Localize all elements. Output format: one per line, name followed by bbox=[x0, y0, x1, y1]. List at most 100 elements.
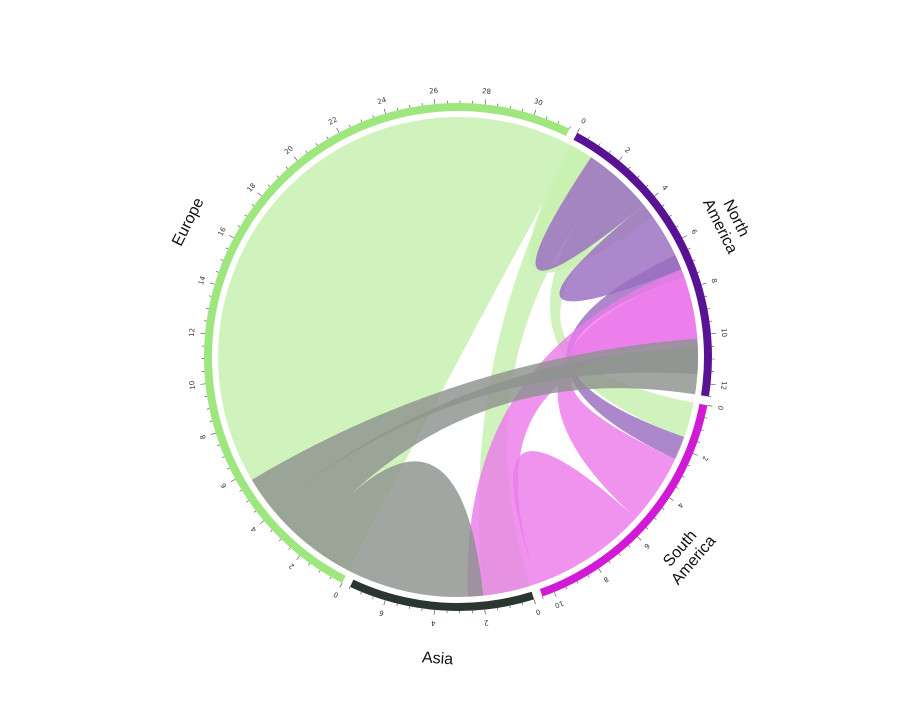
axis-ticks-layer: 0246810120246810024602468101214161820222… bbox=[188, 87, 729, 627]
tick-label-south-america: 8 bbox=[602, 575, 610, 584]
tick-mark-south-america bbox=[654, 517, 657, 520]
tick-mark-europe bbox=[569, 126, 571, 129]
tick-mark-europe bbox=[305, 150, 308, 153]
tick-label-europe: 18 bbox=[246, 182, 258, 194]
ribbon-south-america-to-south-america bbox=[513, 451, 636, 584]
tick-mark-asia bbox=[521, 602, 523, 606]
tick-mark-europe bbox=[257, 192, 262, 197]
tick-label-europe: 22 bbox=[327, 115, 339, 126]
tick-mark-south-america bbox=[692, 453, 698, 456]
tick-mark-europe bbox=[557, 121, 560, 124]
tick-mark-south-america bbox=[608, 561, 611, 564]
tick-mark-south-america bbox=[565, 586, 568, 590]
tick-label-europe: 16 bbox=[217, 225, 229, 237]
tick-mark-north-america bbox=[608, 150, 611, 154]
tick-mark-north-america bbox=[669, 214, 672, 217]
tick-mark-north-america bbox=[692, 259, 696, 262]
tick-mark-europe bbox=[396, 107, 398, 111]
ribbon-north-america-to-south-america bbox=[566, 255, 685, 460]
tick-mark-asia bbox=[372, 596, 374, 599]
tick-label-europe: 26 bbox=[429, 87, 439, 96]
tick-mark-europe bbox=[348, 124, 351, 128]
tick-label-north-america: 8 bbox=[709, 278, 718, 285]
tick-mark-europe bbox=[360, 119, 363, 123]
tick-mark-europe bbox=[253, 510, 257, 513]
tick-mark-north-america bbox=[654, 192, 659, 197]
tick-label-europe: 30 bbox=[533, 97, 544, 107]
tick-mark-south-america bbox=[576, 581, 579, 584]
tick-mark-europe bbox=[267, 184, 271, 187]
sector-tracks-layer bbox=[203, 102, 712, 612]
tick-mark-asia bbox=[396, 603, 398, 607]
tick-mark-europe bbox=[229, 235, 234, 239]
tick-mark-europe bbox=[285, 166, 288, 169]
tick-mark-south-america bbox=[645, 527, 649, 530]
tick-mark-north-america bbox=[637, 175, 640, 178]
ribbon-europe-to-north-america bbox=[529, 145, 654, 273]
tick-mark-europe bbox=[545, 116, 548, 119]
tick-label-north-america: 0 bbox=[579, 117, 587, 126]
tick-mark-europe bbox=[244, 214, 247, 217]
tick-mark-south-america bbox=[687, 464, 691, 467]
tick-mark-north-america bbox=[662, 204, 665, 207]
tick-mark-europe bbox=[534, 109, 537, 115]
tick-mark-europe bbox=[209, 282, 215, 285]
tick-mark-europe bbox=[276, 175, 279, 178]
tick-label-europe: 14 bbox=[197, 275, 207, 286]
tick-mark-south-america bbox=[697, 441, 700, 443]
sector-label-north-america: NorthAmerica bbox=[699, 188, 757, 256]
sector-label-south-america: SouthAmerica bbox=[655, 521, 720, 588]
tick-label-asia: 6 bbox=[378, 608, 385, 617]
tick-mark-asia bbox=[484, 609, 486, 615]
tick-mark-europe bbox=[217, 444, 220, 447]
tick-mark-north-america bbox=[587, 136, 590, 140]
tick-mark-europe bbox=[521, 108, 524, 112]
tick-mark-south-america bbox=[637, 536, 642, 541]
tick-mark-south-america bbox=[701, 429, 704, 431]
tick-mark-south-america bbox=[675, 486, 679, 489]
tick-mark-north-america bbox=[682, 235, 687, 239]
ribbon-asia-to-asia bbox=[305, 461, 484, 598]
tick-mark-north-america bbox=[628, 166, 631, 170]
tick-label-north-america: 6 bbox=[689, 228, 698, 236]
tick-mark-north-america bbox=[676, 225, 679, 228]
tick-mark-europe bbox=[329, 576, 332, 580]
tick-mark-europe bbox=[225, 247, 229, 250]
tick-mark-europe bbox=[251, 204, 255, 207]
ribbon-north-america-to-north-america bbox=[535, 157, 644, 271]
tick-label-europe: 24 bbox=[376, 96, 387, 106]
tick-mark-north-america bbox=[710, 383, 716, 385]
tick-mark-europe bbox=[237, 225, 241, 228]
tick-label-south-america: 6 bbox=[642, 541, 651, 550]
sector-track-asia bbox=[350, 579, 535, 612]
tick-mark-asia bbox=[348, 586, 351, 590]
tick-mark-north-america bbox=[687, 247, 691, 250]
tick-label-asia: 2 bbox=[484, 618, 489, 626]
tick-label-europe: 4 bbox=[249, 524, 258, 533]
tick-mark-south-america bbox=[669, 497, 674, 501]
tick-mark-europe bbox=[326, 136, 329, 139]
tick-mark-europe bbox=[372, 114, 374, 118]
tick-mark-south-america bbox=[661, 507, 665, 510]
tick-mark-europe bbox=[210, 432, 216, 435]
tick-mark-europe bbox=[239, 489, 242, 492]
tick-label-asia: 0 bbox=[535, 607, 542, 616]
tick-mark-south-america bbox=[587, 575, 590, 578]
tick-mark-north-america bbox=[646, 184, 649, 187]
tick-mark-europe bbox=[221, 456, 225, 458]
sector-label-asia: Asia bbox=[421, 649, 453, 668]
ribbon-asia-to-europe bbox=[251, 338, 699, 509]
tick-mark-europe bbox=[509, 105, 511, 109]
tick-mark-europe bbox=[206, 408, 210, 410]
tick-label-north-america: 2 bbox=[623, 146, 632, 155]
tick-label-asia: 4 bbox=[430, 619, 436, 627]
tick-mark-north-america bbox=[576, 128, 580, 133]
tick-mark-south-america bbox=[542, 596, 544, 600]
tick-mark-europe bbox=[246, 500, 249, 503]
tick-mark-south-america bbox=[553, 591, 557, 597]
tick-mark-asia bbox=[509, 605, 511, 609]
tick-mark-europe bbox=[209, 420, 213, 422]
tick-label-europe: 6 bbox=[219, 481, 228, 489]
tick-mark-south-america bbox=[707, 405, 713, 407]
